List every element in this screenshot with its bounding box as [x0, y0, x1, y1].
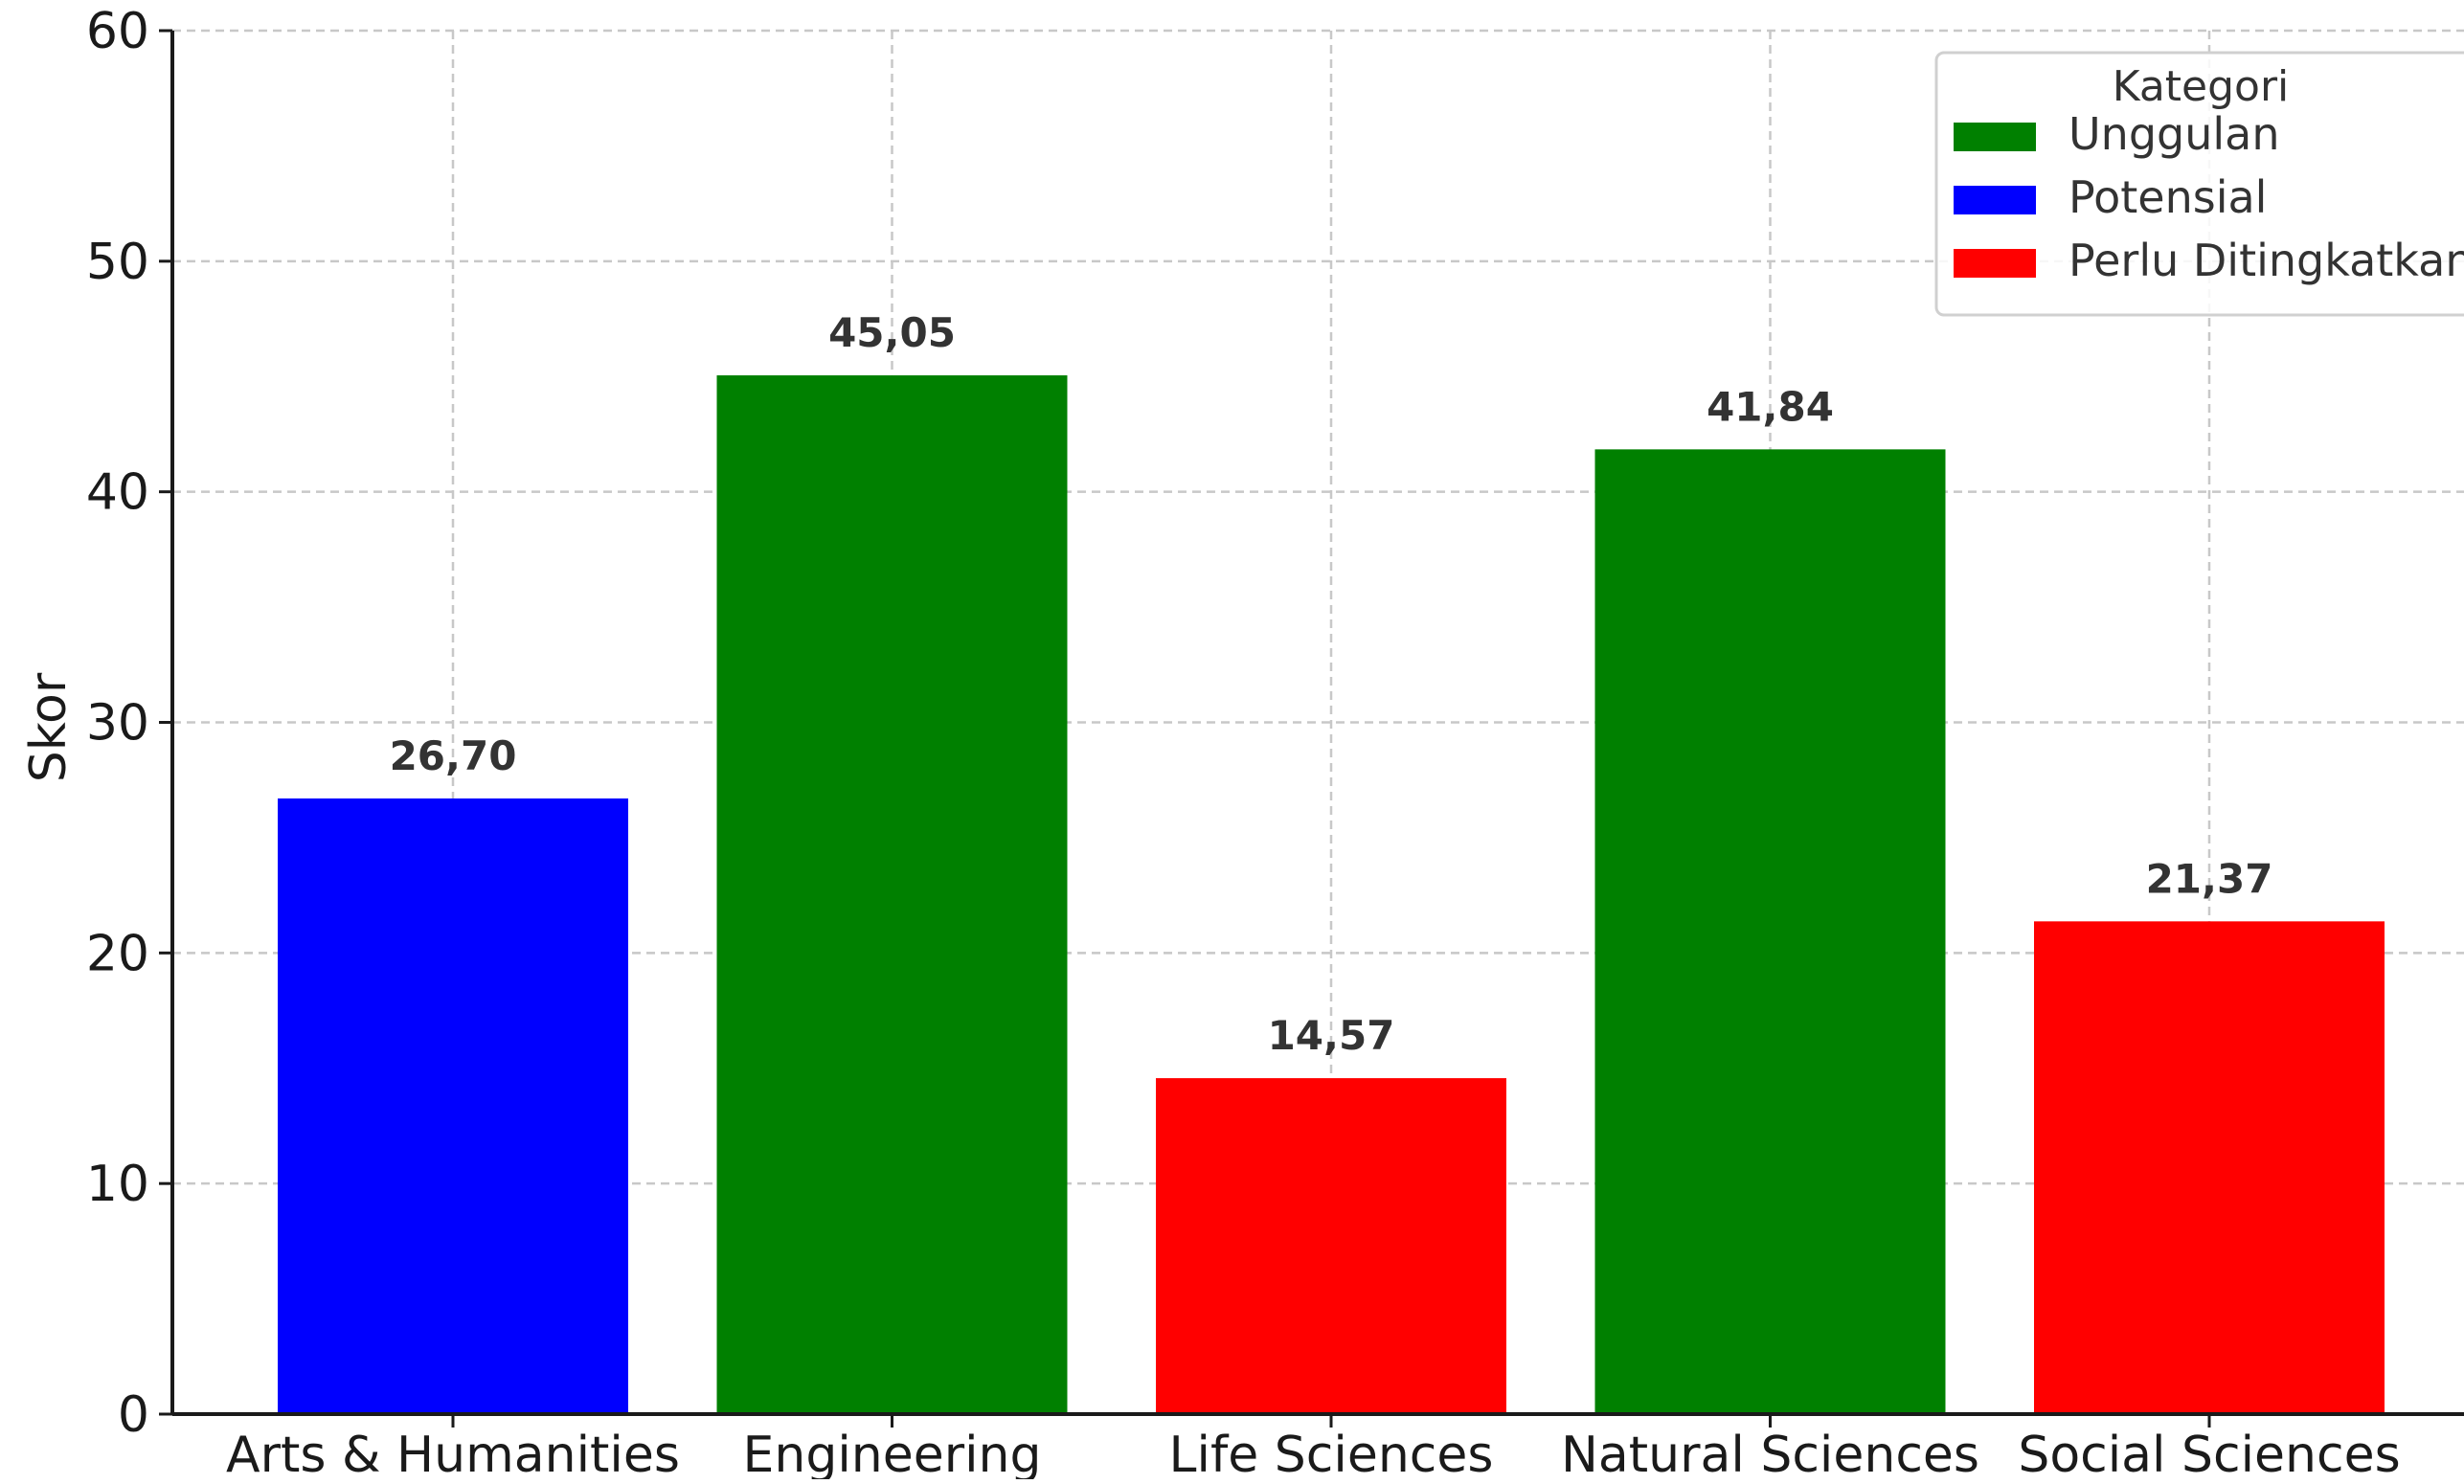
legend-item-label: Unggulan	[2068, 108, 2280, 160]
legend-item-label: Potensial	[2068, 171, 2267, 223]
x-tick-label: Social Sciences	[2018, 1427, 2400, 1479]
bar-layer	[278, 375, 2385, 1414]
x-tick-label: Engineering	[743, 1427, 1042, 1479]
legend-item-label: Perlu Ditingkatkan	[2068, 235, 2464, 286]
y-tick-label: 10	[86, 1156, 149, 1213]
axis-layer	[159, 29, 2464, 1428]
legend-swatch	[1954, 123, 2036, 151]
y-tick-label: 0	[118, 1386, 149, 1444]
y-tick-label: 40	[86, 464, 149, 522]
y-tick-label: 50	[86, 234, 149, 291]
data-label: 45,05	[828, 309, 956, 356]
y-tick-label: 60	[86, 3, 149, 60]
label-layer: 0 10 20 30 40 50 60 26,70 Arts & Humanities 45,05…	[86, 3, 2401, 1484]
y-tick-label: 20	[86, 925, 149, 982]
y-axis-title: Skor	[20, 672, 78, 782]
legend: Kategori Unggulan Potensial Perlu Ditingka…	[1934, 51, 2464, 317]
data-label: 26,70	[390, 732, 517, 779]
bar	[278, 798, 628, 1414]
bar	[1156, 1078, 1506, 1414]
legend-title: Kategori	[2113, 62, 2290, 111]
data-label: 41,84	[1707, 383, 1834, 430]
legend-frame	[1934, 51, 2464, 317]
x-tick-label: Natural Sciences	[1561, 1427, 1979, 1479]
data-label: 21,37	[2146, 855, 2273, 902]
x-tick-label: Arts & Humanities	[226, 1427, 680, 1479]
data-label: 14,57	[1268, 1012, 1395, 1059]
bar	[1594, 449, 1946, 1414]
x-tick-label: Life Sciences	[1169, 1427, 1494, 1479]
legend-swatch	[1954, 186, 2036, 214]
y-tick-label: 30	[86, 695, 149, 753]
bar	[2034, 921, 2385, 1414]
legend-items: Unggulan Potensial Perlu Ditingkatkan	[1954, 108, 2464, 286]
legend-swatch	[1954, 249, 2036, 278]
bar	[716, 375, 1068, 1414]
